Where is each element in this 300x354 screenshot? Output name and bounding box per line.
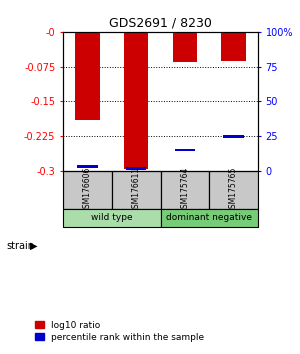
- Bar: [124, 32, 148, 169]
- Legend: log10 ratio, percentile rank within the sample: log10 ratio, percentile rank within the …: [34, 320, 205, 342]
- Bar: [77, 165, 98, 168]
- Title: GDS2691 / 8230: GDS2691 / 8230: [109, 16, 212, 29]
- Bar: [209, 171, 258, 209]
- Text: strain: strain: [6, 241, 34, 251]
- Text: GSM176606: GSM176606: [83, 167, 92, 213]
- Bar: [126, 167, 146, 170]
- Text: ▶: ▶: [30, 241, 38, 251]
- Text: GSM175765: GSM175765: [229, 167, 238, 213]
- Bar: [175, 149, 195, 152]
- Bar: [75, 32, 100, 120]
- Text: GSM175764: GSM175764: [180, 167, 189, 213]
- Text: wild type: wild type: [91, 213, 133, 222]
- Bar: [112, 171, 160, 209]
- Text: GSM176611: GSM176611: [132, 167, 141, 213]
- Bar: [221, 32, 246, 61]
- Bar: [160, 209, 258, 227]
- Bar: [63, 209, 160, 227]
- Bar: [173, 32, 197, 62]
- Bar: [63, 171, 112, 209]
- Text: dominant negative: dominant negative: [166, 213, 252, 222]
- Bar: [223, 135, 244, 138]
- Bar: [160, 171, 209, 209]
